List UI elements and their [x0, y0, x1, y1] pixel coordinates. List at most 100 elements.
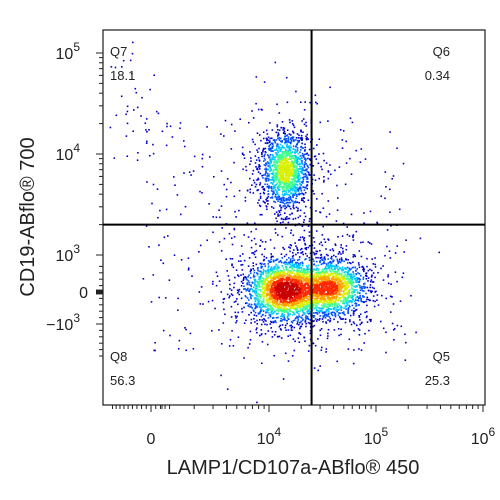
- event-dot: [287, 137, 290, 140]
- event-dot: [292, 175, 294, 178]
- event-dot: [280, 126, 282, 129]
- event-dot: [266, 323, 268, 326]
- event-dot: [269, 274, 272, 277]
- event-dot: [287, 301, 290, 304]
- event-dot: [355, 289, 358, 291]
- event-dot: [331, 279, 334, 281]
- event-dot: [294, 157, 297, 160]
- event-dot: [289, 197, 292, 199]
- event-dot: [248, 305, 251, 308]
- event-dot: [344, 285, 346, 287]
- event-dot: [278, 325, 281, 328]
- event-dot: [438, 251, 440, 254]
- event-dot: [290, 140, 293, 143]
- event-dot: [293, 306, 295, 309]
- event-dot: [291, 184, 294, 187]
- event-dot: [348, 288, 351, 291]
- event-dot: [264, 282, 267, 284]
- event-dot: [294, 190, 296, 192]
- event-dot: [307, 350, 310, 352]
- event-dot: [294, 179, 297, 182]
- event-dot: [306, 298, 309, 300]
- event-dot: [285, 295, 287, 297]
- event-dot: [283, 190, 286, 193]
- event-dot: [234, 130, 236, 132]
- event-dot: [298, 193, 301, 196]
- event-dot: [299, 308, 302, 310]
- event-dot: [285, 191, 288, 193]
- event-dot: [324, 259, 326, 261]
- event-dot: [257, 281, 260, 284]
- event-dot: [295, 194, 298, 196]
- event-dot: [275, 276, 278, 279]
- event-dot: [297, 207, 299, 210]
- event-dot: [301, 297, 304, 300]
- event-dot: [344, 277, 346, 280]
- event-dot: [304, 161, 306, 163]
- event-dot: [322, 271, 325, 273]
- event-dot: [252, 169, 255, 172]
- event-dot: [323, 283, 325, 285]
- event-dot: [292, 257, 294, 260]
- event-dot: [271, 307, 274, 309]
- event-dot: [277, 145, 279, 147]
- event-dot: [327, 319, 329, 321]
- event-dot: [267, 269, 270, 271]
- event-dot: [306, 290, 309, 292]
- event-dot: [282, 270, 285, 273]
- event-dot: [393, 339, 395, 341]
- event-dot: [308, 287, 311, 289]
- event-dot: [267, 174, 270, 177]
- event-dot: [352, 314, 355, 316]
- event-dot: [286, 158, 289, 160]
- event-dot: [269, 314, 272, 316]
- event-dot: [318, 319, 320, 321]
- event-dot: [254, 155, 257, 157]
- event-dot: [302, 311, 304, 314]
- event-dot: [297, 337, 300, 339]
- event-dot: [297, 181, 299, 183]
- event-dot: [289, 275, 291, 278]
- event-dot: [295, 277, 298, 280]
- event-dot: [275, 263, 277, 266]
- event-dot: [323, 292, 325, 295]
- event-dot: [361, 300, 364, 303]
- event-dot: [290, 276, 293, 279]
- event-dot: [284, 285, 287, 287]
- event-dot: [272, 317, 275, 319]
- event-dot: [301, 225, 304, 227]
- event-dot: [274, 320, 276, 322]
- event-dot: [319, 300, 322, 302]
- event-dot: [282, 178, 284, 180]
- event-dot: [257, 202, 259, 204]
- event-dot: [284, 302, 286, 304]
- event-dot: [294, 285, 296, 287]
- event-dot: [291, 290, 293, 292]
- event-dot: [290, 279, 292, 281]
- event-dot: [256, 281, 259, 284]
- event-dot: [258, 164, 260, 166]
- event-dot: [288, 150, 290, 153]
- event-dot: [366, 298, 368, 301]
- event-dot: [295, 177, 297, 180]
- event-dot: [330, 173, 332, 176]
- event-dot: [366, 315, 368, 317]
- event-dot: [257, 267, 259, 269]
- event-dot: [276, 283, 279, 286]
- event-dot: [307, 268, 310, 271]
- event-dot: [312, 165, 315, 167]
- event-dot: [281, 185, 284, 188]
- event-dot: [260, 290, 262, 293]
- event-dot: [266, 310, 269, 312]
- event-dot: [289, 201, 292, 204]
- event-dot: [285, 170, 288, 172]
- event-dot: [298, 306, 301, 308]
- event-dot: [284, 186, 286, 189]
- event-dot: [285, 172, 287, 174]
- event-dot: [295, 146, 297, 148]
- event-dot: [269, 140, 271, 143]
- event-dot: [296, 167, 298, 170]
- event-dot: [295, 261, 297, 264]
- event-dot: [282, 276, 285, 278]
- event-dot: [304, 280, 307, 282]
